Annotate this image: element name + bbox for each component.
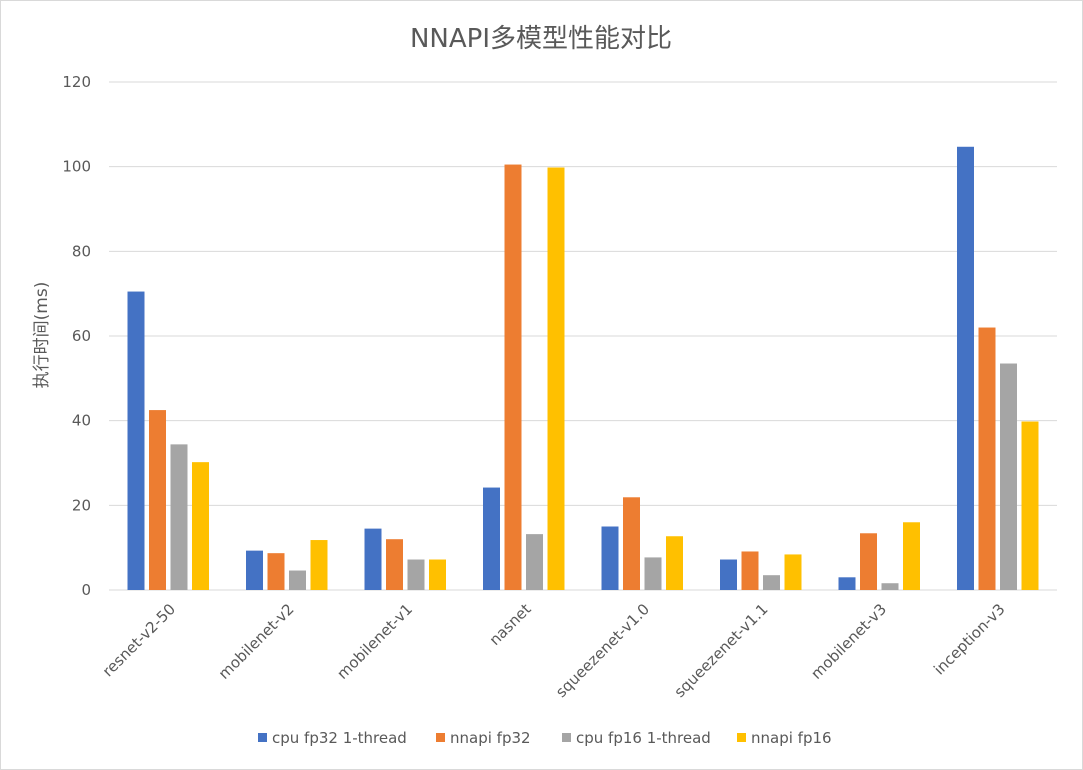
bar-nnapi-fp16-mobilenet-v2 <box>310 540 328 590</box>
bar-nnapi-fp32-resnet-v2-50 <box>149 410 166 590</box>
x-tick-label: mobilenet-v2 <box>215 600 298 683</box>
bar-nnapi-fp32-nasnet <box>504 164 522 591</box>
bar-cpu-fp32-1-thread-mobilenet-v1 <box>364 528 382 590</box>
legend-label: nnapi fp16 <box>751 729 832 747</box>
x-axis-ticks: resnet-v2-50 mobilenet-v2 mobilenet-v1 nasn… <box>99 600 1009 701</box>
bar-nnapi-fp16-inception-v3 <box>1021 421 1039 590</box>
legend-label: nnapi fp32 <box>450 729 531 747</box>
bar-cpu-fp16-1-thread-nasnet <box>526 534 543 590</box>
y-tick-label: 60 <box>72 327 91 345</box>
y-axis-label: 执行时间(ms) <box>32 282 52 389</box>
bar-cpu-fp16-1-thread-resnet-v2-50 <box>170 444 188 590</box>
bar-nnapi-fp16-mobilenet-v1 <box>429 559 446 590</box>
bar-cpu-fp32-1-thread-mobilenet-v3 <box>838 577 856 590</box>
y-tick-label: 0 <box>81 581 91 599</box>
bar-cpu-fp16-1-thread-squeezenet-v1.0 <box>644 557 662 590</box>
legend: cpu fp32 1-thread nnapi fp32 cpu fp16 1-th… <box>258 729 832 747</box>
bar-nnapi-fp32-mobilenet-v2 <box>267 553 285 590</box>
x-tick-label: inception-v3 <box>930 600 1008 678</box>
bar-nnapi-fp16-squeezenet-v1.1 <box>784 554 802 590</box>
bar-cpu-fp32-1-thread-inception-v3 <box>957 146 974 590</box>
bar-cpu-fp16-1-thread-mobilenet-v2 <box>289 570 306 590</box>
x-tick-label: mobilenet-v1 <box>333 600 416 683</box>
legend-swatch <box>562 733 571 742</box>
bar-cpu-fp16-1-thread-mobilenet-v3 <box>881 583 899 590</box>
x-tick-label: squeezenet-v1.0 <box>552 600 653 701</box>
legend-label: cpu fp32 1-thread <box>272 729 407 747</box>
bar-cpu-fp16-1-thread-mobilenet-v1 <box>407 559 425 590</box>
bar-nnapi-fp16-nasnet <box>547 167 565 590</box>
bar-cpu-fp32-1-thread-nasnet <box>483 487 500 590</box>
y-tick-label: 80 <box>72 242 91 260</box>
x-tick-label: nasnet <box>486 600 535 649</box>
chart-title: NNAPI多模型性能对比 <box>410 24 672 54</box>
bar-nnapi-fp32-mobilenet-v3 <box>860 533 877 590</box>
gridlines <box>109 81 1057 591</box>
x-tick-label: mobilenet-v3 <box>807 600 890 683</box>
legend-swatch <box>737 733 746 742</box>
bar-nnapi-fp32-mobilenet-v1 <box>386 539 403 590</box>
y-tick-label: 120 <box>62 73 91 91</box>
y-tick-label: 40 <box>72 412 91 430</box>
bar-nnapi-fp32-squeezenet-v1.0 <box>623 497 640 590</box>
bar-cpu-fp16-1-thread-squeezenet-v1.1 <box>763 575 780 590</box>
bar-cpu-fp32-1-thread-mobilenet-v2 <box>246 550 263 590</box>
legend-swatch <box>258 733 267 742</box>
legend-label: cpu fp16 1-thread <box>576 729 711 747</box>
bar-cpu-fp32-1-thread-squeezenet-v1.1 <box>720 559 737 590</box>
x-tick-label: resnet-v2-50 <box>99 600 179 680</box>
bar-nnapi-fp32-squeezenet-v1.1 <box>741 551 759 590</box>
bar-nnapi-fp16-squeezenet-v1.0 <box>666 536 683 590</box>
bar-cpu-fp16-1-thread-inception-v3 <box>1000 363 1017 590</box>
bars <box>127 146 1039 591</box>
y-axis-ticks: 0 20 40 60 80 100 120 <box>62 73 91 599</box>
bar-nnapi-fp32-inception-v3 <box>978 327 996 590</box>
y-tick-label: 20 <box>72 496 91 514</box>
bar-cpu-fp32-1-thread-squeezenet-v1.0 <box>601 526 619 590</box>
x-tick-label: squeezenet-v1.1 <box>671 600 772 701</box>
legend-swatch <box>436 733 445 742</box>
bar-nnapi-fp16-resnet-v2-50 <box>192 462 209 590</box>
bar-nnapi-fp16-mobilenet-v3 <box>903 522 920 590</box>
y-tick-label: 100 <box>62 158 91 176</box>
bar-cpu-fp32-1-thread-resnet-v2-50 <box>127 291 145 590</box>
